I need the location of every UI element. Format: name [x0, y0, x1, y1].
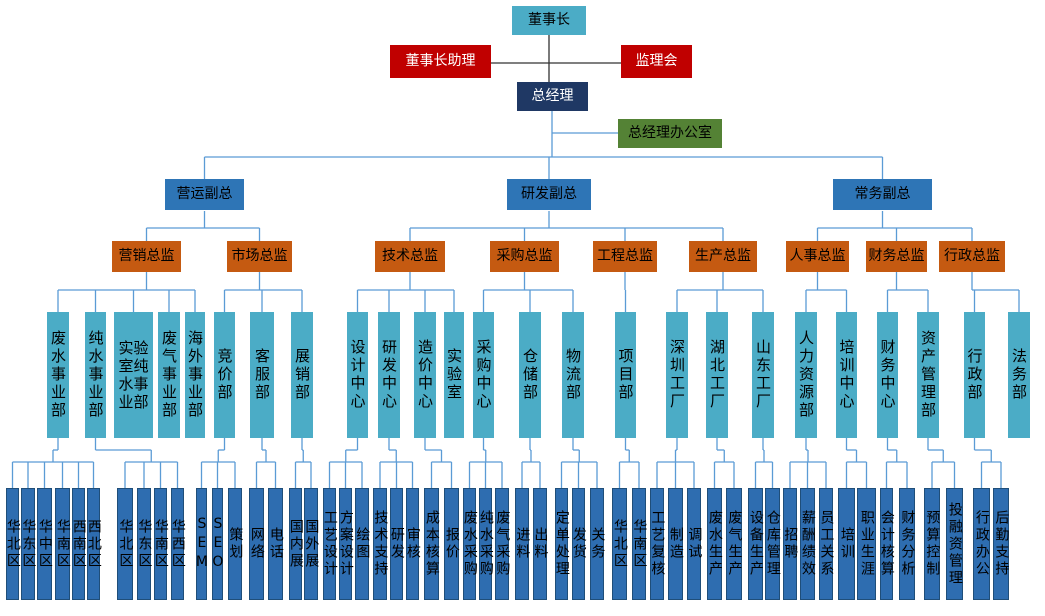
unit-box[interactable]: 华东区 — [20, 488, 36, 600]
unit-box[interactable]: 华北区 — [5, 488, 21, 600]
unit-box[interactable]: 制造 — [668, 488, 684, 600]
unit-box[interactable]: 绘图 — [354, 488, 370, 600]
unit-box[interactable]: 技术支持 — [372, 488, 388, 600]
department-box[interactable]: 法务部 — [1008, 312, 1030, 438]
unit-box[interactable]: 预算控制 — [924, 488, 940, 600]
chairman-box[interactable]: 董事长 — [512, 6, 586, 35]
director-box[interactable]: 行政总监 — [939, 241, 1005, 272]
department-box[interactable]: 物流部 — [562, 312, 584, 438]
unit-box[interactable]: 成本核算 — [424, 488, 440, 600]
department-box[interactable]: 研发中心 — [378, 312, 400, 438]
vp-box[interactable]: 常务副总 — [833, 179, 932, 210]
unit-box[interactable]: 国内展 — [288, 488, 304, 600]
department-box[interactable]: 客服部 — [250, 312, 274, 438]
unit-box[interactable]: 废水生产 — [707, 488, 723, 600]
director-box[interactable]: 人事总监 — [786, 241, 849, 272]
unit-box[interactable]: 员工关系 — [818, 488, 834, 600]
gm-office-box[interactable]: 总经理办公室 — [618, 119, 722, 148]
department-box[interactable]: 设计中心 — [347, 312, 368, 438]
unit-box[interactable]: 投融资管理 — [946, 488, 963, 600]
unit-box[interactable]: 后勤支持 — [993, 488, 1009, 600]
unit-box[interactable]: 华南区 — [631, 488, 647, 600]
department-box[interactable]: 仓储部 — [519, 312, 541, 438]
general-manager-box[interactable]: 总经理 — [517, 82, 588, 111]
unit-box[interactable]: 工艺复核 — [649, 488, 665, 600]
unit-box[interactable]: 仓库管理 — [765, 488, 781, 600]
unit-box[interactable]: 华东区 — [136, 488, 152, 600]
unit-box[interactable]: 国外展 — [303, 488, 319, 600]
unit-box[interactable]: 电话 — [268, 488, 284, 600]
director-box[interactable]: 工程总监 — [593, 241, 657, 272]
unit-box[interactable]: 纯水采购 — [478, 488, 494, 600]
department-box[interactable]: 资产管理部 — [917, 312, 939, 438]
unit-box[interactable]: 工艺设计 — [322, 488, 338, 600]
unit-box[interactable]: 薪酬绩效 — [800, 488, 816, 600]
unit-box[interactable]: 策划 — [227, 488, 243, 600]
unit-box[interactable]: 废气生产 — [726, 488, 742, 600]
department-box[interactable]: 行政部 — [964, 312, 985, 438]
department-box[interactable]: 采购中心 — [473, 312, 494, 438]
unit-box[interactable]: 西南区 — [71, 488, 87, 600]
department-box[interactable]: 财务中心 — [877, 312, 898, 438]
unit-box[interactable]: 网络 — [249, 488, 265, 600]
unit-box[interactable]: 方案设计 — [338, 488, 354, 600]
unit-box[interactable]: 研发 — [389, 488, 405, 600]
unit-box[interactable]: 华南区 — [55, 488, 71, 600]
unit-box[interactable]: 废气采购 — [494, 488, 510, 600]
unit-box[interactable]: 废水采购 — [462, 488, 478, 600]
unit-box[interactable]: 招聘 — [782, 488, 798, 600]
supervisory-board-box[interactable]: 监理会 — [621, 45, 692, 78]
department-box[interactable]: 实验室 — [444, 312, 464, 438]
unit-box[interactable]: 发货 — [571, 488, 587, 600]
vp-box[interactable]: 营运副总 — [165, 179, 244, 210]
director-box[interactable]: 生产总监 — [689, 241, 757, 272]
director-box[interactable]: 财务总监 — [866, 241, 927, 272]
department-box[interactable]: 废气事业部 — [158, 312, 180, 438]
director-box[interactable]: 市场总监 — [227, 241, 292, 272]
unit-box[interactable]: 华西区 — [170, 488, 186, 600]
unit-box[interactable]: 华北区 — [612, 488, 628, 600]
unit-box[interactable]: 华中区 — [37, 488, 53, 600]
unit-box[interactable]: 报价 — [444, 488, 460, 600]
unit-box[interactable]: SEO — [210, 488, 226, 600]
unit-box[interactable]: 设备生产 — [748, 488, 764, 600]
unit-box[interactable]: 培训 — [838, 488, 855, 600]
department-box[interactable]: 山东工厂 — [752, 312, 774, 438]
unit-box[interactable]: 会计核算 — [879, 488, 895, 600]
department-box[interactable]: 培训中心 — [836, 312, 857, 438]
director-box[interactable]: 营销总监 — [112, 241, 181, 272]
unit-box[interactable]: 财务分析 — [899, 488, 915, 600]
unit-box[interactable]: 审核 — [405, 488, 421, 600]
department-box[interactable]: 纯水事业部 — [85, 312, 106, 438]
department-box[interactable]: 实验室纯水事业部 — [114, 312, 153, 438]
department-box[interactable]: 海外事业部 — [185, 312, 205, 438]
unit-box[interactable]: SEM — [194, 488, 210, 600]
department-box[interactable]: 竞价部 — [214, 312, 235, 438]
unit-box[interactable]: 进料 — [514, 488, 530, 600]
department-box[interactable]: 造价中心 — [414, 312, 436, 438]
unit-box[interactable]: 西北区 — [86, 488, 102, 600]
unit-box[interactable]: 华南区 — [153, 488, 169, 600]
unit-box[interactable]: 职业生涯 — [857, 488, 876, 600]
department-box[interactable]: 湖北工厂 — [706, 312, 728, 438]
director-box[interactable]: 采购总监 — [490, 241, 559, 272]
unit-box[interactable]: 华北区 — [117, 488, 133, 600]
unit-box[interactable]: 出料 — [532, 488, 548, 600]
department-box[interactable]: 废水事业部 — [47, 312, 69, 438]
chairman-assistant-box[interactable]: 董事长助理 — [390, 45, 491, 78]
department-box[interactable]: 深圳工厂 — [666, 312, 688, 438]
department-box[interactable]: 人力资源部 — [795, 312, 817, 438]
department-box[interactable]: 展销部 — [291, 312, 313, 438]
vp-box[interactable]: 研发副总 — [507, 179, 591, 210]
unit-box[interactable]: 定单处理 — [554, 488, 570, 600]
director-box[interactable]: 技术总监 — [375, 241, 445, 272]
unit-box[interactable]: 行政办公 — [973, 488, 990, 600]
unit-box[interactable]: 关务 — [589, 488, 605, 600]
department-box[interactable]: 项目部 — [615, 312, 636, 438]
unit-box[interactable]: 调试 — [686, 488, 702, 600]
